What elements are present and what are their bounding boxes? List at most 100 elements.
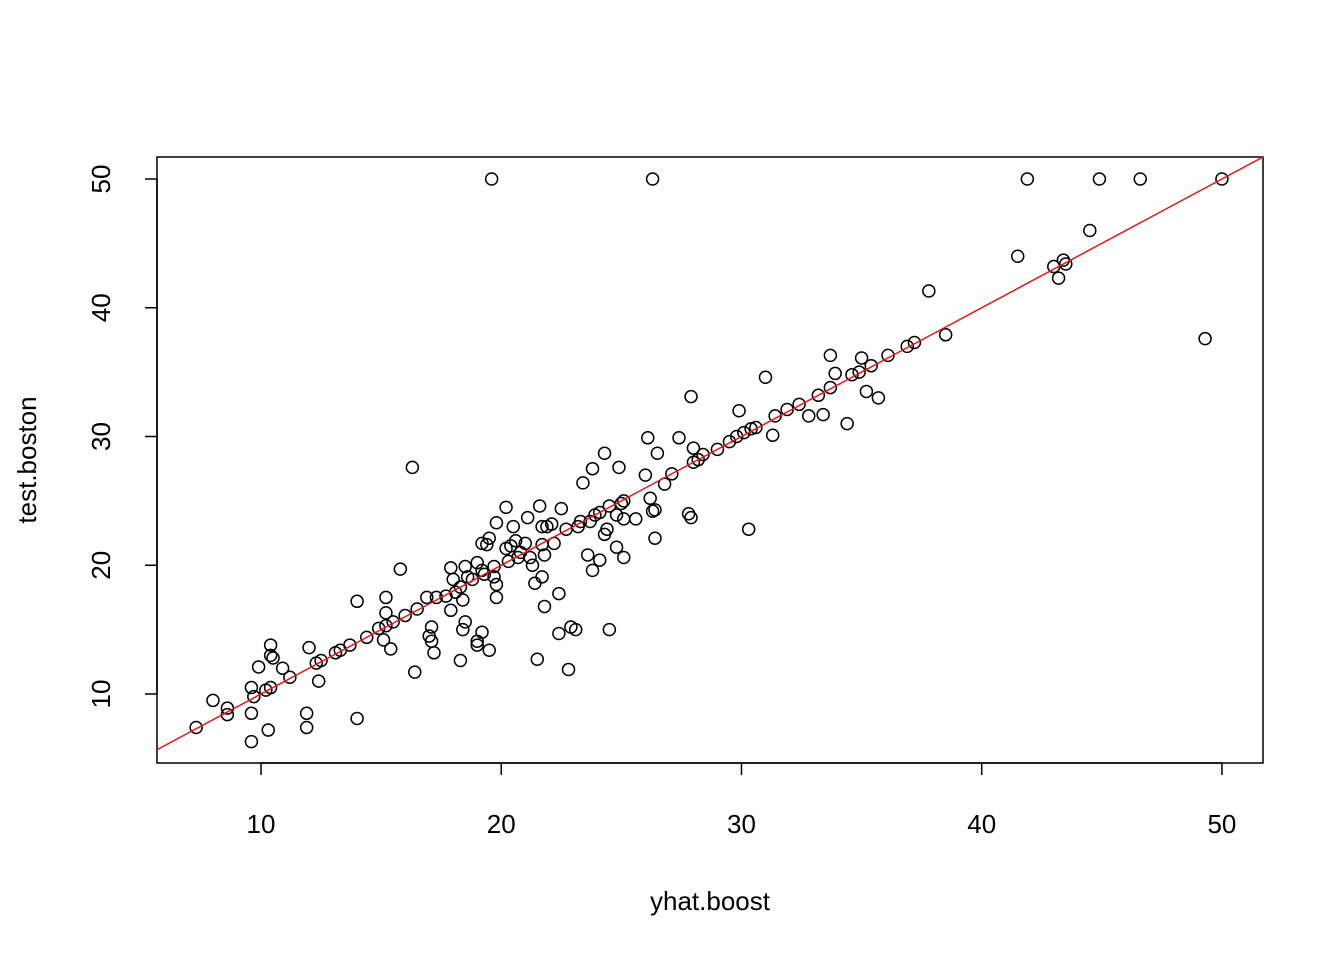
point bbox=[427, 646, 441, 660]
point bbox=[302, 640, 316, 655]
point bbox=[1010, 249, 1025, 264]
point bbox=[477, 567, 492, 582]
point bbox=[535, 519, 549, 534]
point bbox=[552, 626, 566, 641]
point bbox=[283, 670, 297, 685]
point bbox=[617, 550, 631, 565]
point bbox=[453, 580, 468, 594]
point bbox=[573, 514, 588, 529]
point bbox=[684, 510, 698, 525]
point bbox=[585, 563, 600, 578]
point bbox=[484, 172, 499, 186]
point bbox=[482, 643, 496, 657]
point bbox=[609, 508, 624, 522]
point bbox=[251, 660, 266, 674]
point bbox=[686, 441, 701, 455]
point bbox=[470, 555, 484, 570]
point bbox=[487, 570, 501, 584]
point bbox=[852, 365, 866, 379]
point bbox=[1133, 172, 1147, 186]
point bbox=[261, 723, 275, 737]
point bbox=[585, 461, 600, 476]
point bbox=[645, 172, 660, 186]
point bbox=[907, 335, 922, 350]
x-tick-label: 10 bbox=[247, 809, 276, 839]
point bbox=[518, 536, 533, 551]
point bbox=[523, 550, 537, 565]
point bbox=[383, 642, 398, 656]
point bbox=[410, 602, 424, 616]
point bbox=[470, 638, 484, 652]
point bbox=[537, 548, 552, 562]
point bbox=[475, 625, 489, 639]
point bbox=[643, 491, 657, 506]
point bbox=[544, 517, 559, 531]
point bbox=[393, 562, 408, 576]
point bbox=[732, 404, 746, 418]
point bbox=[506, 519, 521, 534]
point bbox=[499, 500, 513, 515]
point bbox=[311, 674, 326, 688]
point bbox=[638, 468, 653, 482]
point bbox=[1051, 271, 1066, 285]
point bbox=[617, 512, 631, 526]
point bbox=[823, 348, 838, 363]
x-tick-label: 50 bbox=[1207, 809, 1236, 839]
point bbox=[266, 651, 280, 665]
point bbox=[376, 633, 391, 647]
point bbox=[816, 407, 830, 422]
x-tick-label: 40 bbox=[967, 809, 996, 839]
point bbox=[1020, 172, 1035, 186]
point bbox=[1092, 172, 1107, 186]
point bbox=[823, 380, 838, 395]
point bbox=[482, 531, 496, 545]
y-tick-label: 40 bbox=[86, 293, 116, 322]
point bbox=[552, 586, 566, 601]
point bbox=[561, 662, 576, 677]
point bbox=[424, 620, 439, 634]
point bbox=[405, 460, 420, 475]
y-tick-label: 50 bbox=[86, 165, 116, 194]
point bbox=[458, 559, 472, 574]
point bbox=[446, 572, 460, 587]
point bbox=[900, 339, 914, 354]
point bbox=[535, 570, 549, 584]
point bbox=[665, 467, 679, 481]
point bbox=[480, 537, 494, 552]
point bbox=[648, 503, 662, 517]
point bbox=[189, 720, 203, 735]
point bbox=[520, 510, 535, 525]
point bbox=[420, 590, 434, 605]
point bbox=[508, 534, 523, 548]
point bbox=[871, 391, 886, 405]
point bbox=[1215, 172, 1229, 186]
point bbox=[263, 638, 278, 652]
point bbox=[554, 501, 569, 516]
point bbox=[684, 389, 698, 404]
point bbox=[489, 577, 504, 592]
y-tick-label: 20 bbox=[86, 551, 116, 580]
point bbox=[765, 428, 780, 442]
point bbox=[580, 548, 595, 562]
point bbox=[379, 606, 393, 620]
point bbox=[811, 388, 826, 403]
point bbox=[758, 370, 773, 385]
point bbox=[537, 599, 552, 614]
point bbox=[741, 522, 756, 536]
point bbox=[710, 442, 725, 457]
point bbox=[854, 351, 869, 365]
point bbox=[648, 531, 662, 545]
point bbox=[247, 689, 261, 704]
point bbox=[864, 358, 878, 373]
point bbox=[568, 622, 583, 637]
point bbox=[749, 420, 763, 435]
point bbox=[1083, 223, 1097, 238]
point bbox=[244, 706, 259, 721]
point bbox=[532, 499, 547, 513]
point bbox=[263, 648, 278, 663]
point bbox=[525, 558, 540, 572]
point bbox=[600, 522, 614, 536]
point bbox=[576, 476, 590, 490]
point bbox=[350, 711, 364, 726]
y-tick-label: 30 bbox=[86, 422, 116, 451]
